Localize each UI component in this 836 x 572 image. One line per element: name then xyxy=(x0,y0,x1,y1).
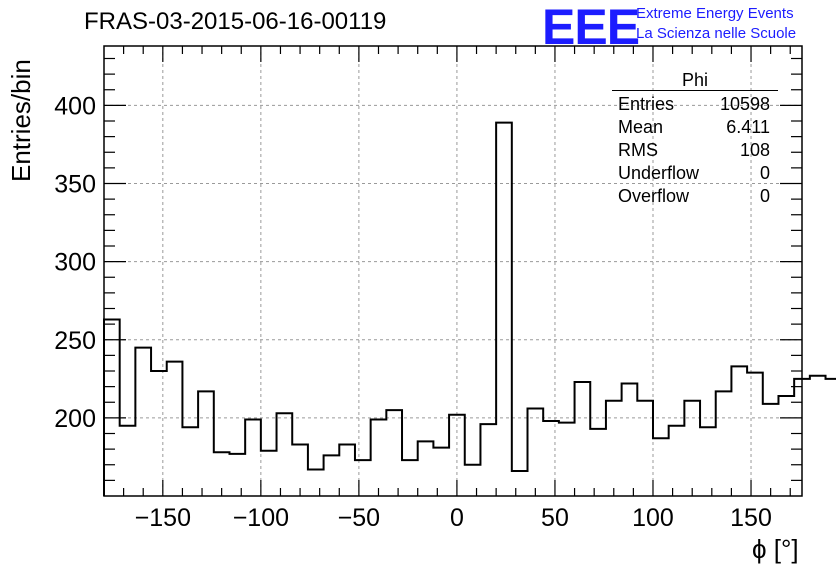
stats-value: 0 xyxy=(759,163,770,183)
histogram-bin xyxy=(716,391,732,496)
histogram-bin xyxy=(182,427,198,496)
histogram-bin xyxy=(826,379,836,496)
histogram-step-line xyxy=(103,121,836,496)
histogram-bin xyxy=(528,409,544,497)
histogram-bin xyxy=(261,451,277,496)
x-tick-label: −50 xyxy=(338,504,380,532)
histogram-bin xyxy=(402,460,418,496)
stats-value: 10598 xyxy=(719,94,770,114)
logo-caption-line1: Extreme Energy Events xyxy=(636,5,794,22)
stats-label: RMS xyxy=(618,140,658,160)
stats-label: Underflow xyxy=(618,163,700,183)
histogram-bin xyxy=(575,382,591,496)
stats-value: 0 xyxy=(759,186,770,206)
histogram-bin xyxy=(637,401,653,496)
x-tick-label: 0 xyxy=(450,504,464,532)
x-tick-label: −150 xyxy=(135,504,191,532)
axes-frame xyxy=(103,45,803,497)
y-axis-label: Entries/bin xyxy=(6,59,36,182)
x-tick-label: 100 xyxy=(632,504,674,532)
histogram-bin xyxy=(480,424,496,496)
histogram-bin xyxy=(355,460,371,496)
y-tick-label: 200 xyxy=(54,405,96,433)
histogram-bin xyxy=(167,362,183,496)
histogram-bin xyxy=(433,448,449,496)
plot-frame xyxy=(103,45,803,497)
histogram-bin xyxy=(104,319,120,496)
histogram-bin xyxy=(277,413,293,496)
histogram-bin xyxy=(245,419,261,496)
histogram-bin xyxy=(653,438,669,496)
x-tick-label: 150 xyxy=(730,504,772,532)
histogram-bin xyxy=(778,396,794,496)
histogram-bin xyxy=(731,366,747,496)
axis-tick-labels: −150 −100 −50 0 50 100 150 200 250 300 350 400 xyxy=(54,92,772,532)
stats-label: Mean xyxy=(618,117,664,137)
histogram-bin xyxy=(465,465,481,496)
histogram-bin xyxy=(590,429,606,496)
x-tick-label: −100 xyxy=(233,504,289,532)
chart-title: FRAS-03-2015-06-16-00119 xyxy=(84,8,387,35)
histogram-bin xyxy=(151,371,167,496)
stats-label: Overflow xyxy=(618,186,690,206)
histogram-bin xyxy=(198,391,214,496)
histogram-bin xyxy=(669,426,685,496)
histogram-bin xyxy=(120,426,136,496)
y-tick-label: 400 xyxy=(54,92,96,120)
eee-logo: EEE xyxy=(542,0,640,55)
stats-row-mean: Mean 6.411 xyxy=(612,116,778,139)
y-tick-label: 300 xyxy=(54,249,96,277)
histogram-bin xyxy=(810,376,826,496)
stats-box: Phi Entries 10598 Mean 6.411 RMS 108 Und… xyxy=(612,70,778,208)
stats-value: 108 xyxy=(739,140,770,160)
stats-row-rms: RMS 108 xyxy=(612,139,778,162)
y-tick-label: 250 xyxy=(54,327,96,355)
histogram-bin xyxy=(700,427,716,496)
stats-value: 6.411 xyxy=(726,117,770,137)
histogram-bin xyxy=(229,454,245,496)
histogram-bin xyxy=(371,419,387,496)
histogram-bin xyxy=(324,455,340,496)
histogram-bin xyxy=(559,423,575,496)
histogram-bin xyxy=(308,469,324,496)
stats-label: Entries xyxy=(618,94,675,114)
stats-row-underflow: Underflow 0 xyxy=(612,162,778,185)
histogram-bin xyxy=(418,441,434,496)
stats-row-entries: Entries 10598 xyxy=(612,93,778,116)
histogram-bin xyxy=(606,401,622,496)
stats-box-name: Phi xyxy=(612,70,778,91)
histogram-bin xyxy=(622,384,638,497)
y-tick-label: 350 xyxy=(54,171,96,199)
histogram-bin xyxy=(135,348,151,496)
logo-caption-line2: La Scienza nelle Scuole xyxy=(636,25,797,42)
histogram-bin xyxy=(543,421,559,496)
histogram-bin xyxy=(684,401,700,496)
histogram-bin xyxy=(747,373,763,496)
x-tick-label: 50 xyxy=(541,504,569,532)
histogram-bin xyxy=(512,471,528,496)
axis-ticks xyxy=(104,46,802,496)
histogram-bin xyxy=(339,444,355,496)
stats-row-overflow: Overflow 0 xyxy=(612,185,778,208)
histogram-bin xyxy=(496,123,512,496)
x-axis-label: ϕ [°] xyxy=(752,534,799,564)
grid-lines xyxy=(104,46,802,496)
histogram-bin xyxy=(386,410,402,496)
